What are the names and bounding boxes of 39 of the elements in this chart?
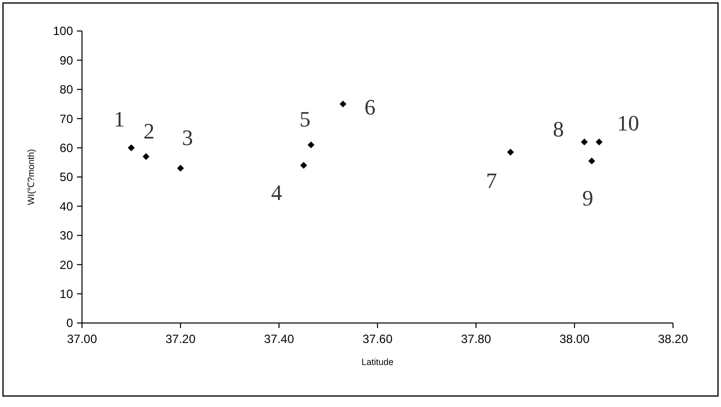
point xyxy=(300,162,308,169)
x-tick-label: 37.40 xyxy=(264,332,294,346)
y-tick-label: 60 xyxy=(60,141,74,155)
y-tick-label: 30 xyxy=(60,228,74,243)
annotation: 1 xyxy=(114,106,125,132)
annotation: 3 xyxy=(182,124,193,150)
annotation: 7 xyxy=(486,168,497,193)
y-tick-label: 10 xyxy=(60,287,74,301)
point xyxy=(507,148,514,156)
x-tick-label: 37.60 xyxy=(362,332,393,346)
y-tick-label: 50 xyxy=(60,170,74,184)
annotation: 6 xyxy=(364,94,376,120)
x-tick-label: 37.20 xyxy=(165,332,196,346)
x-tick-label: 37.00 xyxy=(66,332,98,346)
y-tick-label: 100 xyxy=(52,24,74,38)
point xyxy=(580,138,588,146)
y-tick-label: 20 xyxy=(60,258,74,272)
y-tick-label: 70 xyxy=(60,112,74,126)
annotation: 2 xyxy=(144,118,155,144)
annotation: 10 xyxy=(617,110,640,136)
y-axis-title: WI(℃?month) xyxy=(26,148,36,206)
point xyxy=(142,153,150,160)
point xyxy=(308,141,314,148)
x-tick-label: 37.80 xyxy=(460,332,492,346)
annotation: 5 xyxy=(300,106,311,132)
annotation: 8 xyxy=(552,116,564,142)
point xyxy=(128,144,135,152)
x-axis-title: Latitude xyxy=(361,357,394,367)
y-tick-label: 40 xyxy=(60,199,74,214)
point xyxy=(596,138,603,146)
y-tick-label: 0 xyxy=(66,316,74,330)
x-tick-label: 38.20 xyxy=(658,332,688,346)
x-tick-label: 38.00 xyxy=(559,332,590,346)
annotation: 9 xyxy=(582,186,594,211)
point xyxy=(588,158,596,164)
y-tick-label: 90 xyxy=(60,53,74,68)
annotation: 4 xyxy=(271,180,282,206)
point xyxy=(177,164,184,172)
y-tick-label: 80 xyxy=(60,82,74,97)
